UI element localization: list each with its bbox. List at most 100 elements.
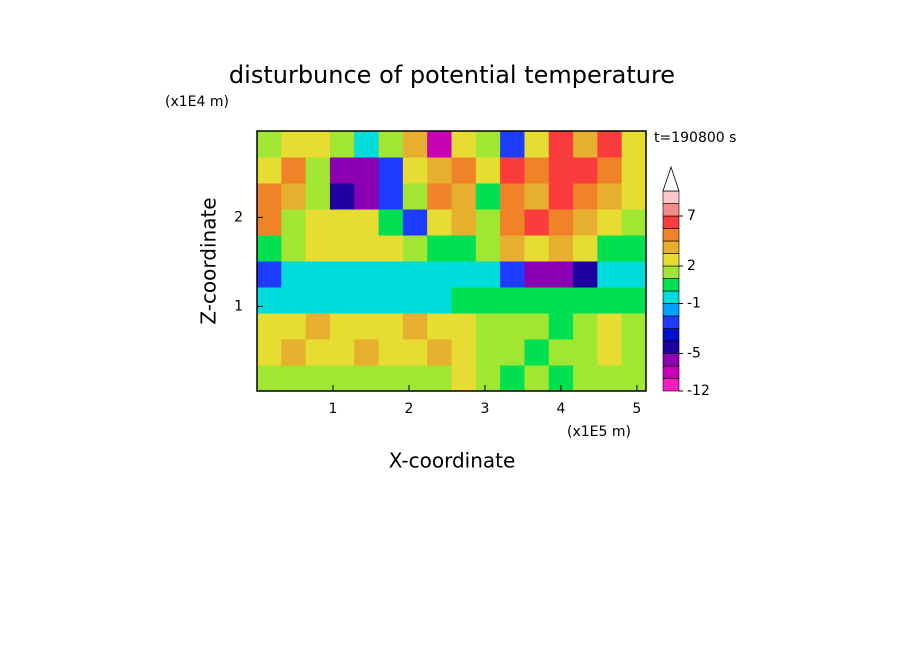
field-cell <box>378 261 404 288</box>
field-cell <box>573 235 598 262</box>
field-cell <box>305 287 331 314</box>
field-cell <box>402 183 428 210</box>
x-unit: (x1E5 m) <box>567 424 631 440</box>
field-cell <box>451 313 477 340</box>
field-cell <box>378 209 404 236</box>
field-cell <box>500 209 525 236</box>
field-cell <box>524 157 550 184</box>
field-cell <box>548 287 574 314</box>
field-cell <box>548 235 574 262</box>
field-cell <box>305 235 331 262</box>
colorbar-label: -5 <box>687 346 701 362</box>
field-cell <box>548 313 574 340</box>
colorbar-segment <box>662 228 680 242</box>
colorbar-label: 2 <box>687 258 696 274</box>
colorbar-segment <box>662 340 680 354</box>
field-cell <box>621 261 647 288</box>
field-cell <box>329 261 355 288</box>
field-cell <box>305 209 331 236</box>
field-cell <box>402 365 428 392</box>
field-cell <box>548 157 574 184</box>
y-tick-label: 2 <box>234 209 243 225</box>
field-cell <box>378 339 404 366</box>
field-cell <box>524 287 550 314</box>
colorbar-segment <box>662 278 680 292</box>
field-cell <box>500 365 525 392</box>
field-cell <box>402 209 428 236</box>
field-cell <box>524 183 550 210</box>
field-cell <box>621 365 647 392</box>
field-cell <box>573 261 598 288</box>
field-cell <box>475 209 501 236</box>
field-cell <box>597 183 623 210</box>
field-cell <box>597 313 623 340</box>
field-cell <box>597 365 623 392</box>
field-cell <box>281 339 307 366</box>
field-cell <box>329 287 355 314</box>
field-cell <box>451 131 477 158</box>
field-cell <box>451 157 477 184</box>
colorbar-label: -12 <box>687 383 710 399</box>
field-cell <box>500 131 525 158</box>
field-cell <box>257 339 282 366</box>
field-cell <box>573 157 598 184</box>
field-cell <box>597 339 623 366</box>
field-cell <box>305 157 331 184</box>
field-cell <box>281 131 307 158</box>
field-cell <box>257 183 282 210</box>
field-cell <box>305 131 331 158</box>
field-cell <box>597 235 623 262</box>
field-cell <box>378 313 404 340</box>
field-cell <box>451 287 477 314</box>
field-cell <box>451 209 477 236</box>
field-cell <box>500 261 525 288</box>
field-cell <box>475 287 501 314</box>
field-cell <box>378 365 404 392</box>
field-cell <box>281 287 307 314</box>
field-cell <box>524 131 550 158</box>
field-cell <box>305 261 331 288</box>
x-tick-label: 4 <box>556 401 565 417</box>
field-cell <box>378 183 404 210</box>
colorbar-segment <box>662 303 680 317</box>
field-cell <box>305 183 331 210</box>
field-cell <box>427 235 452 262</box>
x-axis-label: X-coordinate <box>389 449 516 473</box>
field-cell <box>597 157 623 184</box>
field-cell <box>500 183 525 210</box>
field-cell <box>354 131 380 158</box>
field-cell <box>281 313 307 340</box>
field-cell <box>329 131 355 158</box>
field-cell <box>427 183 452 210</box>
annotation: t=190800 s <box>654 130 736 146</box>
field-cell <box>257 235 282 262</box>
field-cell <box>329 157 355 184</box>
field-cell <box>305 365 331 392</box>
colorbar-label: -1 <box>687 296 701 312</box>
field-cell <box>402 313 428 340</box>
field-cell <box>451 365 477 392</box>
field-cell <box>281 183 307 210</box>
field-cell <box>573 313 598 340</box>
field-cell <box>621 209 647 236</box>
field-cell <box>257 209 282 236</box>
field-cell <box>573 131 598 158</box>
field-cell <box>451 235 477 262</box>
field-cell <box>402 287 428 314</box>
field-cell <box>354 313 380 340</box>
field-cell <box>548 183 574 210</box>
field-cell <box>475 313 501 340</box>
field-cell <box>597 287 623 314</box>
field-cell <box>257 313 282 340</box>
field-cell <box>475 261 501 288</box>
colorbar-segment <box>662 190 680 204</box>
field-cell <box>378 131 404 158</box>
field-cell <box>402 157 428 184</box>
field-cell <box>597 131 623 158</box>
field-cell <box>475 235 501 262</box>
field-cell <box>257 261 282 288</box>
field-cell <box>281 157 307 184</box>
colorbar-segment <box>662 378 680 392</box>
field-cell <box>524 209 550 236</box>
field-cell <box>281 209 307 236</box>
